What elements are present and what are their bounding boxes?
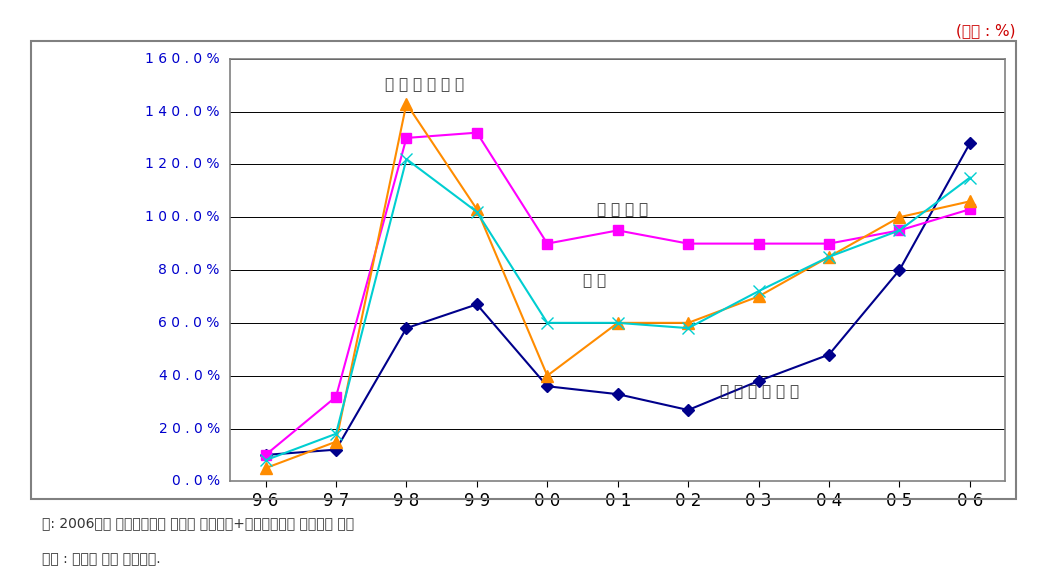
Text: 4 0 . 0 %: 4 0 . 0 % [158,369,220,383]
Text: 0 . 0 %: 0 . 0 % [172,474,220,488]
Text: 주: 2006년도 고용안정사업 수치는 직능사업+고용안정사업 통합계정 기준: 주: 2006년도 고용안정사업 수치는 직능사업+고용안정사업 통합계정 기준 [42,517,354,531]
Text: 전 체: 전 체 [582,273,605,288]
Text: 1 4 0 . 0 %: 1 4 0 . 0 % [146,104,220,119]
Text: 1 0 0 . 0 %: 1 0 0 . 0 % [146,210,220,224]
Text: 자료 : 노동부 기금 결산자료.: 자료 : 노동부 기금 결산자료. [42,552,160,566]
Text: (단위 : %): (단위 : %) [956,23,1016,39]
Text: 6 0 . 0 %: 6 0 . 0 % [158,316,220,330]
Text: 실 업 금 여 사 업: 실 업 금 여 사 업 [385,77,465,93]
Text: 1 2 0 . 0 %: 1 2 0 . 0 % [146,157,220,171]
Text: 1 6 0 . 0 %: 1 6 0 . 0 % [146,52,220,66]
Text: 2 0 . 0 %: 2 0 . 0 % [158,421,220,436]
Text: 8 0 . 0 %: 8 0 . 0 % [158,263,220,277]
Text: 고 용 안 정 사 업: 고 용 안 정 사 업 [720,384,799,399]
Text: 직 능 사 업: 직 능 사 업 [597,202,648,217]
